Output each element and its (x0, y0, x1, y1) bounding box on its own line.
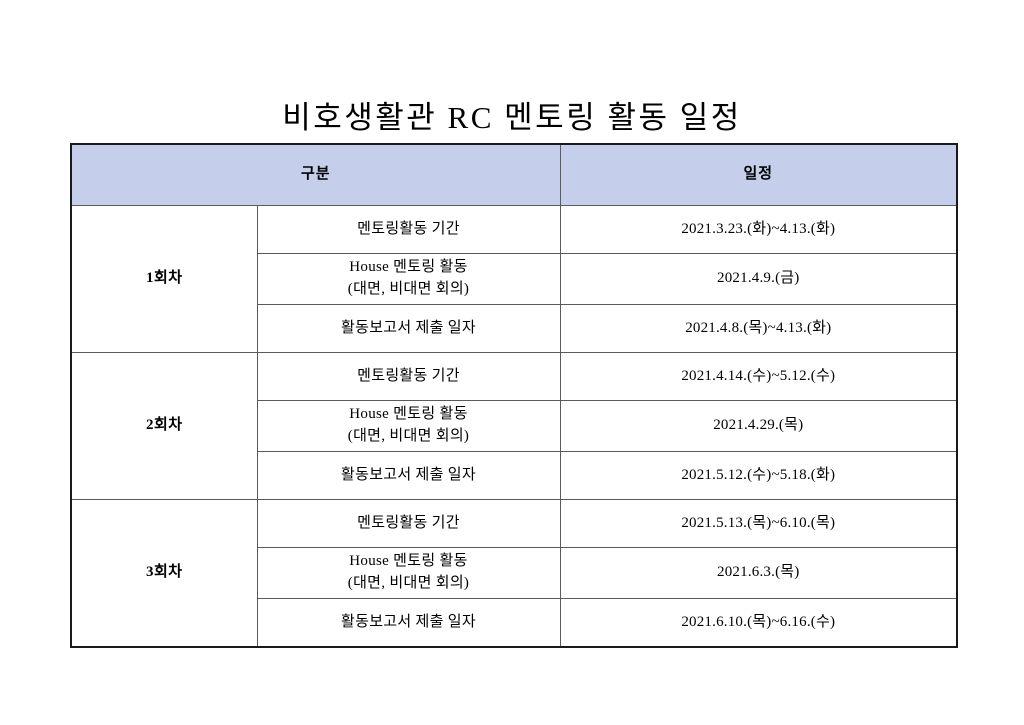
item-cell: 멘토링활동 기간 (256, 499, 561, 548)
schedule-date-cell: 2021.5.13.(목)~6.10.(목) (559, 499, 958, 548)
item-label-line1: House 멘토링 활동 (349, 259, 468, 276)
table-row: House 멘토링 활동 (대면, 비대면 회의) 2021.4.9.(금) (71, 253, 958, 305)
item-label-line1: 활동보고서 제출 일자 (341, 466, 477, 483)
group-label-cell: 2회차 (70, 352, 258, 500)
item-label-line2: (대면, 비대면 회의) (347, 281, 470, 297)
table-row: 1회차 멘토링활동 기간 2021.3.23.(화)~4.13.(화) (70, 205, 958, 353)
item-cell: House 멘토링 활동 (대면, 비대면 회의) (256, 400, 561, 452)
item-cell: House 멘토링 활동 (대면, 비대면 회의) (256, 547, 561, 599)
item-label-line1: 멘토링활동 기간 (357, 220, 460, 237)
table-row: House 멘토링 활동 (대면, 비대면 회의) 2021.4.29.(목) (71, 400, 958, 452)
schedule-date-cell: 2021.6.3.(목) (559, 547, 958, 599)
item-cell: 멘토링활동 기간 (256, 352, 561, 401)
table-body: 1회차 멘토링활동 기간 2021.3.23.(화)~4.13.(화) Hous… (70, 205, 958, 648)
item-label-line1: 멘토링활동 기간 (357, 514, 460, 531)
schedule-date-cell: 2021.4.29.(목) (559, 400, 958, 452)
schedule-date-cell: 2021.6.10.(목)~6.16.(수) (559, 598, 958, 647)
mentoring-schedule-table: 구분 일정 1회차 멘토링활동 기간 2021.3.23.(화)~4.13.(화… (70, 143, 959, 648)
schedule-date-cell: 2021.5.12.(수)~5.18.(화) (559, 451, 958, 500)
table-row: House 멘토링 활동 (대면, 비대면 회의) 2021.6.3.(목) (71, 547, 958, 599)
item-cell: 멘토링활동 기간 (256, 205, 561, 254)
item-cell: 활동보고서 제출 일자 (256, 304, 561, 353)
item-label-line1: House 멘토링 활동 (349, 406, 468, 423)
schedule-date-cell: 2021.4.9.(금) (559, 253, 958, 305)
item-cell: 활동보고서 제출 일자 (256, 598, 561, 647)
column-header-schedule: 일정 (559, 143, 958, 206)
schedule-date-cell: 2021.4.8.(목)~4.13.(화) (559, 304, 958, 353)
item-label-line2: (대면, 비대면 회의) (347, 575, 470, 591)
table-row: 활동보고서 제출 일자 2021.5.12.(수)~5.18.(화) (71, 451, 958, 500)
group-label-cell: 3회차 (70, 499, 258, 648)
schedule-date-cell: 2021.3.23.(화)~4.13.(화) (559, 205, 958, 254)
table-row: 활동보고서 제출 일자 2021.6.10.(목)~6.16.(수) (71, 598, 958, 647)
table-row: 2회차 멘토링활동 기간 2021.4.14.(수)~5.12.(수) (70, 352, 958, 500)
item-cell: 활동보고서 제출 일자 (256, 451, 561, 500)
table-row: 활동보고서 제출 일자 2021.4.8.(목)~4.13.(화) (71, 304, 958, 353)
item-label-line2: (대면, 비대면 회의) (347, 428, 470, 444)
column-header-category: 구분 (71, 143, 561, 206)
schedule-table-container: 구분 일정 1회차 멘토링활동 기간 2021.3.23.(화)~4.13.(화… (70, 143, 959, 648)
group-label-cell: 1회차 (70, 205, 258, 353)
table-header: 구분 일정 (71, 143, 958, 206)
item-cell: House 멘토링 활동 (대면, 비대면 회의) (256, 253, 561, 305)
item-label-line1: 멘토링활동 기간 (357, 367, 460, 384)
item-label-line1: 활동보고서 제출 일자 (341, 613, 477, 630)
item-label-line1: 활동보고서 제출 일자 (341, 319, 477, 336)
table-header-row: 구분 일정 (71, 143, 958, 206)
page-title: 비호생활관 RC 멘토링 활동 일정 (282, 99, 742, 135)
item-label-line1: House 멘토링 활동 (349, 553, 468, 570)
schedule-date-cell: 2021.4.14.(수)~5.12.(수) (559, 352, 958, 401)
table-row: 3회차 멘토링활동 기간 2021.5.13.(목)~6.10.(목) (70, 499, 958, 648)
